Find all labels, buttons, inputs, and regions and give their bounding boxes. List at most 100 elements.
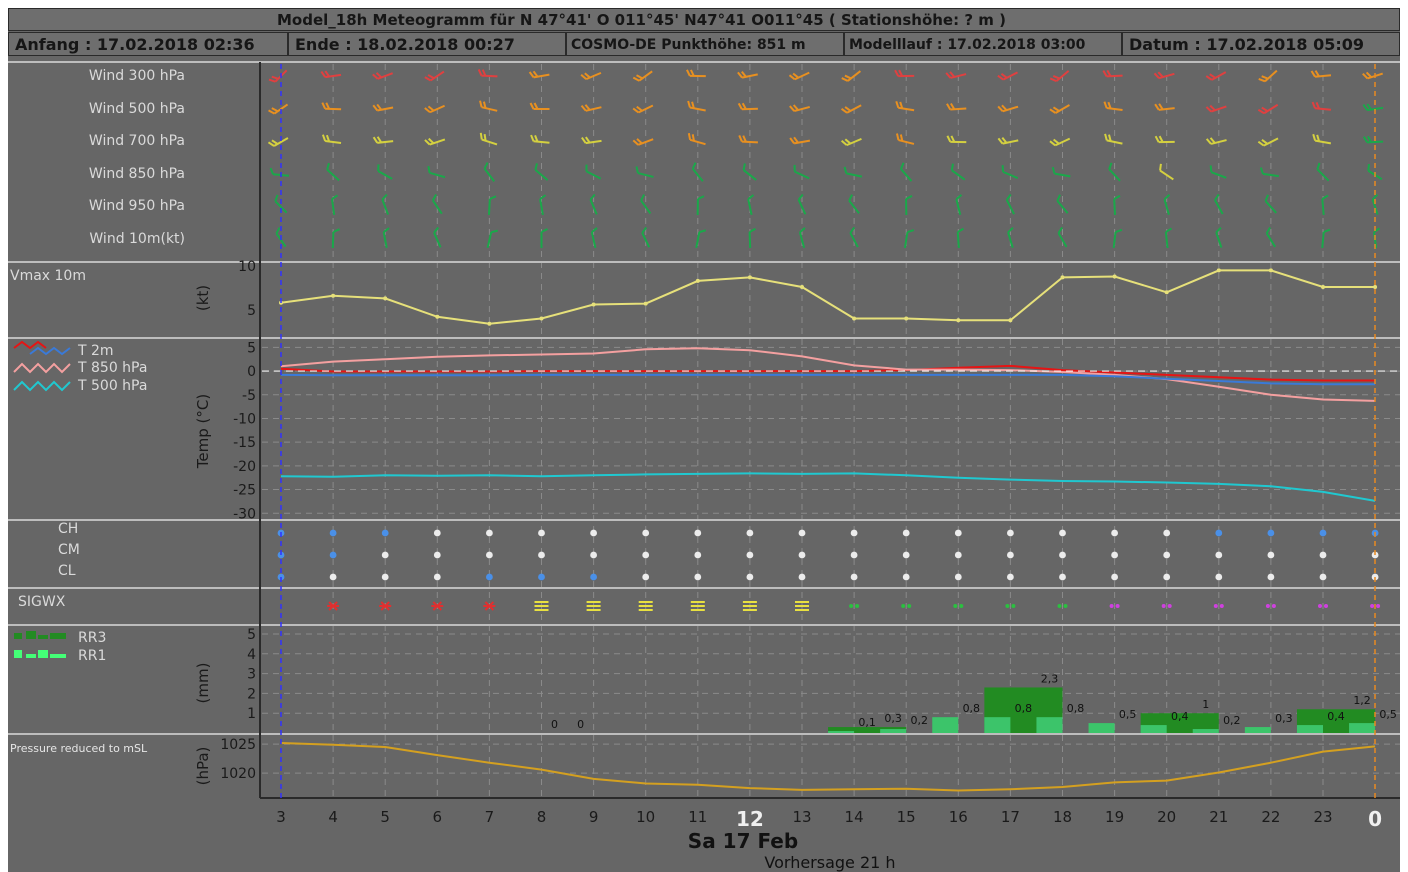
wind-barb-staff — [1002, 170, 1019, 180]
wind-barb — [529, 102, 550, 110]
wind-barb-flag — [632, 107, 640, 114]
wind-barb — [1321, 194, 1329, 216]
wind-barb-flag — [376, 103, 383, 111]
wind-barb-staff — [846, 137, 862, 147]
data-point — [800, 285, 804, 289]
wind-barb-staff — [638, 70, 653, 82]
cloud-symbol — [1111, 529, 1118, 537]
wind-barb-staff — [1108, 168, 1121, 182]
wind-barb — [1214, 193, 1224, 215]
wind-barb — [788, 71, 810, 81]
wind-barb-staff — [1214, 199, 1224, 215]
wind-barb-flag — [1108, 162, 1113, 170]
y-tick-label: -10 — [233, 411, 256, 427]
wind-barb — [955, 194, 963, 216]
wind-barb-flag — [742, 135, 747, 143]
cloud-label-cm: CM — [58, 542, 80, 558]
wind-barb — [381, 193, 390, 215]
wind-barb-flag — [632, 76, 640, 82]
wind-barb — [424, 137, 446, 146]
wind-barb — [331, 228, 340, 249]
x-tick-label: 11 — [688, 808, 707, 826]
wind-barb-flag — [640, 194, 645, 201]
wind-barb-flag — [377, 164, 380, 172]
data-point — [1268, 268, 1273, 273]
wind-barb-flag — [269, 167, 274, 175]
wind-barb — [479, 132, 498, 146]
cloud-symbol — [1059, 551, 1066, 559]
wind-barb-staff — [1314, 74, 1332, 78]
wind-barb-staff — [325, 107, 342, 111]
temperature-legend: T 2m T 850 hPa T 500 hPa — [13, 340, 147, 394]
wind-barb — [1312, 133, 1332, 145]
rr1-bar — [1088, 723, 1115, 733]
wind-barb-flag — [1257, 108, 1265, 115]
y-tick-label: -20 — [233, 459, 256, 475]
wind-barb-flag — [1365, 71, 1373, 78]
wind-barb — [372, 72, 394, 80]
wind-barb — [1265, 226, 1276, 248]
precip-data-label: 0,4 — [1327, 710, 1345, 723]
wind-barb — [1108, 162, 1121, 182]
cloud-symbol — [1319, 573, 1327, 581]
y-tick-label: 5 — [247, 303, 256, 319]
wind-barb — [738, 135, 758, 144]
wind-barb-flag — [271, 107, 279, 113]
sigwx-symbol — [1011, 604, 1016, 608]
wind-barb-staff — [481, 74, 498, 78]
wind-barb-flag — [1362, 72, 1369, 80]
wind-label: Wind 950 hPa — [89, 198, 185, 214]
wind-barb — [321, 102, 342, 111]
y-tick-label: 3 — [247, 667, 256, 683]
freezing-line — [280, 373, 1376, 386]
data-point — [695, 278, 700, 283]
wind-barb-staff — [1055, 70, 1070, 82]
wind-barb — [900, 162, 913, 182]
wind-barb-staff — [793, 139, 811, 145]
wind-barb-flag — [1265, 226, 1272, 234]
wind-barb-flag — [479, 100, 483, 108]
wind-barb-staff — [1367, 140, 1384, 144]
wind-barb-flag — [840, 108, 848, 114]
wind-barb — [540, 228, 548, 248]
wind-barb-flag — [949, 71, 956, 78]
wind-barb — [843, 166, 863, 178]
wind-barb-staff — [585, 139, 602, 145]
wind-barb-flag — [1209, 137, 1216, 144]
x-tick-label: 16 — [949, 808, 968, 826]
cloud-symbol — [798, 529, 806, 537]
wind-barb — [798, 227, 806, 248]
wind-barb — [534, 163, 549, 181]
wind-barb-staff — [377, 170, 393, 180]
wind-barb-flag — [1205, 138, 1212, 145]
wind-barb — [424, 70, 445, 82]
legend-t500: T 500 hPa — [77, 378, 147, 394]
wind-barb-flag — [1264, 194, 1269, 202]
wind-barb-flag — [584, 72, 591, 79]
wind-barb-flag — [424, 139, 431, 146]
wind-barb-flag — [1209, 104, 1216, 112]
wind-barb-staff — [900, 168, 913, 182]
data-point — [1373, 285, 1378, 289]
wind-barb-flag — [1214, 193, 1220, 201]
wind-barb-flag — [849, 226, 856, 234]
x-tick-label: 12 — [736, 807, 764, 831]
y-tick-label: -5 — [242, 388, 256, 404]
wind-barb-staff — [951, 169, 966, 181]
wind-barb-staff — [1265, 232, 1276, 248]
data-point — [956, 318, 961, 323]
wind-barb-flag — [424, 107, 431, 114]
wind-barb-staff — [849, 232, 859, 248]
wind-barb-staff — [1112, 231, 1117, 249]
precip-data-label: 0,8 — [1067, 702, 1085, 715]
x-tick-label: 18 — [1053, 808, 1072, 826]
wind-barb-flag — [489, 195, 497, 200]
wind-barb-staff — [794, 170, 810, 180]
wind-barb — [840, 104, 862, 114]
precip-data-label: 0,1 — [858, 716, 876, 729]
wind-barb-flag — [946, 135, 952, 143]
grid — [262, 64, 1400, 796]
wind-barb-flag — [1316, 134, 1321, 142]
wind-barb-staff — [1211, 71, 1227, 81]
cloud-symbol — [954, 529, 962, 537]
